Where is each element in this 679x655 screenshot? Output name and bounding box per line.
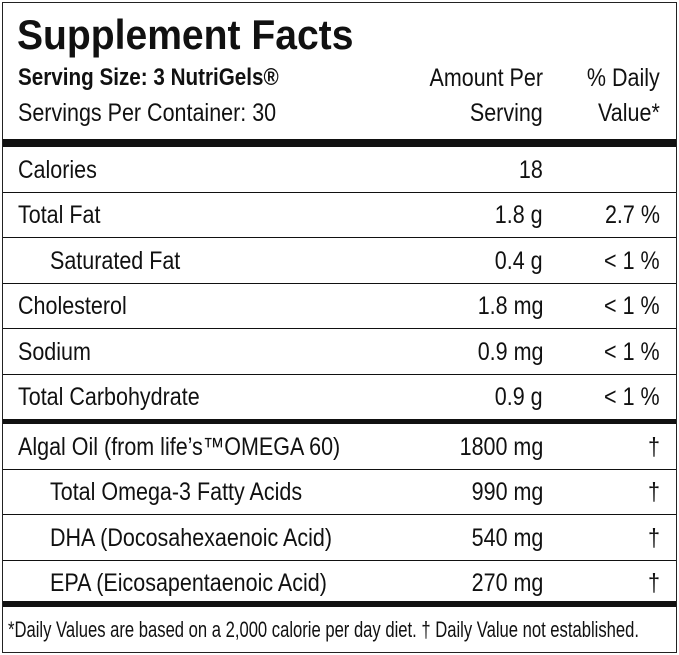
nutrient-name: Algal Oil (from life’s™OMEGA 60) bbox=[18, 432, 341, 461]
serving-size: Serving Size: 3 NutriGels® bbox=[18, 64, 279, 91]
amount-header: Serving bbox=[470, 99, 543, 127]
amount: 0.4 g bbox=[495, 246, 543, 275]
row-rule bbox=[3, 468, 676, 470]
section-rule bbox=[3, 419, 676, 424]
amount: 1800 mg bbox=[459, 432, 543, 461]
dv-header: % Daily bbox=[587, 64, 660, 92]
amount: 270 mg bbox=[471, 569, 543, 598]
daily-value: † bbox=[648, 432, 660, 461]
nutrient-name: EPA (Eicosapentaenoic Acid) bbox=[50, 569, 327, 598]
row-rule bbox=[3, 328, 676, 329]
row-rule bbox=[3, 191, 676, 193]
dv-header: Value* bbox=[598, 99, 660, 127]
row-rule bbox=[3, 373, 676, 375]
daily-value: † bbox=[648, 478, 660, 507]
thick-rule bbox=[3, 601, 676, 607]
nutrient-name: Total Fat bbox=[18, 201, 101, 230]
amount: 0.9 g bbox=[495, 383, 543, 412]
daily-value: < 1 % bbox=[604, 246, 660, 275]
nutrient-name: Sodium bbox=[18, 337, 91, 366]
nutrient-name: Saturated Fat bbox=[50, 246, 181, 275]
footnote: *Daily Values are based on a 2,000 calor… bbox=[8, 617, 639, 642]
amount: 540 mg bbox=[471, 523, 543, 552]
nutrient-name: Cholesterol bbox=[18, 292, 127, 321]
amount: 0.9 mg bbox=[477, 337, 543, 366]
amount: 1.8 mg bbox=[477, 292, 543, 321]
daily-value: < 1 % bbox=[604, 292, 660, 321]
title: Supplement Facts bbox=[17, 11, 354, 58]
daily-value: < 1 % bbox=[604, 383, 660, 412]
nutrient-name: DHA (Docosahexaenoic Acid) bbox=[50, 523, 333, 552]
amount: 1.8 g bbox=[495, 201, 543, 230]
daily-value: 2.7 % bbox=[605, 201, 660, 230]
daily-value: < 1 % bbox=[604, 337, 660, 366]
row-rule bbox=[3, 282, 676, 284]
amount-header: Amount Per bbox=[429, 64, 543, 92]
row-rule bbox=[3, 514, 676, 515]
amount: 18 bbox=[519, 155, 543, 184]
thick-rule bbox=[3, 139, 676, 147]
row-rule bbox=[3, 237, 676, 238]
daily-value: † bbox=[648, 523, 660, 552]
nutrient-name: Calories bbox=[18, 155, 97, 184]
row-rule bbox=[3, 559, 676, 561]
nutrient-name: Total Carbohydrate bbox=[18, 383, 200, 412]
servings-per-container: Servings Per Container: 30 bbox=[18, 99, 277, 127]
daily-value: † bbox=[648, 569, 660, 598]
amount: 990 mg bbox=[471, 478, 543, 507]
nutrient-name: Total Omega-3 Fatty Acids bbox=[50, 478, 303, 507]
